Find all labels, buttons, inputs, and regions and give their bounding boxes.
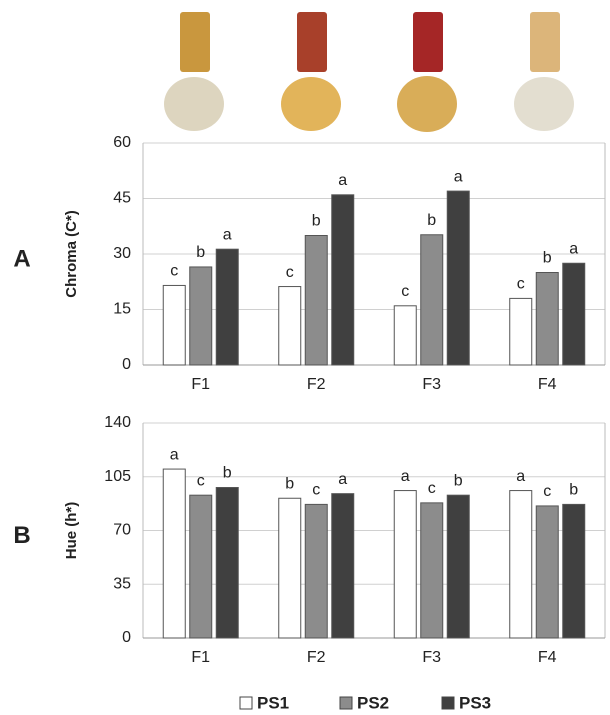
x-tick-label: F1 [191,649,210,666]
significance-letter: c [312,482,320,499]
significance-letter: a [223,226,232,243]
y-tick-label: 70 [113,522,131,539]
y-tick-label: 140 [104,414,131,431]
y-tick-label: 35 [113,575,131,592]
legend-label: PS3 [459,693,491,712]
y-axis-title: Hue (h*) [63,502,80,560]
bar [421,503,443,638]
significance-letter: a [170,446,179,463]
bar [216,488,238,639]
x-tick-label: F1 [191,376,210,393]
bar [421,235,443,365]
significance-letter: a [338,172,347,189]
significance-letter: b [223,465,232,482]
significance-letter: c [543,483,551,500]
bar [279,287,301,365]
bar [163,285,185,365]
significance-letter: c [170,263,178,280]
y-tick-label: 30 [113,245,131,262]
bar [190,495,212,638]
pasta-image [530,12,560,72]
bar [332,195,354,365]
y-tick-label: 15 [113,301,131,318]
dough-image [397,76,457,132]
bar [510,491,532,638]
bar [394,306,416,365]
pasta-image [297,12,327,72]
panel-label: B [13,522,30,549]
legend-swatch [240,697,252,709]
significance-letter: c [517,276,525,293]
significance-letter: b [543,250,552,267]
pasta-image [180,12,210,72]
y-tick-label: 60 [113,134,131,151]
significance-letter: b [312,213,321,230]
bar [305,236,327,366]
bar [536,506,558,638]
y-tick-label: 0 [122,356,131,373]
significance-letter: c [401,283,409,300]
bar [190,267,212,365]
x-tick-label: F4 [538,649,557,666]
dough-image [164,77,224,131]
legend-swatch [442,697,454,709]
significance-letter: b [285,475,294,492]
x-tick-label: F2 [307,376,326,393]
significance-letter: c [197,472,205,489]
pasta-image [413,12,443,72]
bar [510,298,532,365]
legend-label: PS1 [257,693,289,712]
significance-letter: c [428,480,436,497]
bar [216,249,238,365]
figure: 015304560F1cbaF2cbaF3cbaF4cbaChroma (C*)… [0,0,610,715]
sample-photos [164,12,574,132]
significance-letter: a [569,240,578,257]
bar [563,263,585,365]
bar [447,191,469,365]
bar [447,495,469,638]
x-tick-label: F4 [538,376,557,393]
significance-letter: a [338,471,347,488]
significance-letter: b [427,212,436,229]
legend-swatch [340,697,352,709]
bar [305,504,327,638]
dough-image [514,77,574,131]
y-tick-label: 105 [104,468,131,485]
significance-letter: b [196,244,205,261]
bar [563,504,585,638]
x-tick-label: F3 [422,376,441,393]
y-tick-label: 0 [122,629,131,646]
y-axis-title: Chroma (C*) [63,210,80,298]
bar [163,469,185,638]
legend-label: PS2 [357,693,389,712]
x-tick-label: F3 [422,649,441,666]
significance-letter: b [569,482,578,499]
y-tick-label: 45 [113,190,131,207]
significance-letter: b [454,472,463,489]
bar [394,491,416,638]
x-tick-label: F2 [307,649,326,666]
significance-letter: a [454,168,463,185]
bar [332,494,354,638]
significance-letter: a [401,468,410,485]
bar [279,498,301,638]
significance-letter: a [516,468,525,485]
significance-letter: c [286,264,294,281]
panel-label: A [13,245,30,272]
bar [536,273,558,366]
dough-image [281,77,341,131]
